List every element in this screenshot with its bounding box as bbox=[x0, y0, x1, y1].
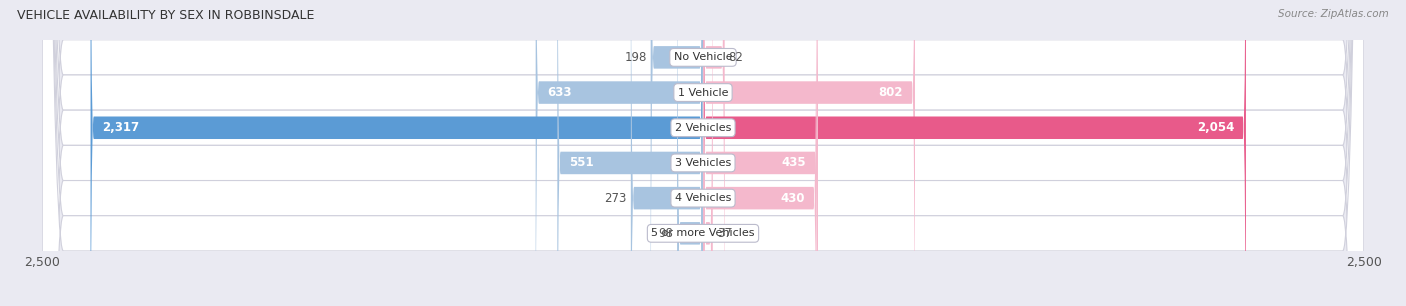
Text: 98: 98 bbox=[658, 227, 673, 240]
Text: 3 Vehicles: 3 Vehicles bbox=[675, 158, 731, 168]
FancyBboxPatch shape bbox=[42, 0, 1364, 306]
FancyBboxPatch shape bbox=[703, 0, 915, 306]
FancyBboxPatch shape bbox=[90, 0, 703, 306]
Text: 802: 802 bbox=[879, 86, 903, 99]
Text: 435: 435 bbox=[782, 156, 806, 170]
FancyBboxPatch shape bbox=[703, 0, 724, 306]
Text: 4 Vehicles: 4 Vehicles bbox=[675, 193, 731, 203]
Text: 198: 198 bbox=[624, 51, 647, 64]
Legend: Male, Female: Male, Female bbox=[627, 302, 779, 306]
FancyBboxPatch shape bbox=[42, 0, 1364, 306]
Text: 37: 37 bbox=[717, 227, 731, 240]
FancyBboxPatch shape bbox=[703, 0, 713, 306]
FancyBboxPatch shape bbox=[536, 0, 703, 306]
Text: 2,317: 2,317 bbox=[103, 121, 139, 134]
Text: 273: 273 bbox=[605, 192, 627, 205]
FancyBboxPatch shape bbox=[42, 0, 1364, 306]
Text: 82: 82 bbox=[728, 51, 744, 64]
FancyBboxPatch shape bbox=[42, 0, 1364, 306]
Text: 430: 430 bbox=[780, 192, 804, 205]
Text: Source: ZipAtlas.com: Source: ZipAtlas.com bbox=[1278, 9, 1389, 19]
Text: 5 or more Vehicles: 5 or more Vehicles bbox=[651, 228, 755, 238]
Text: VEHICLE AVAILABILITY BY SEX IN ROBBINSDALE: VEHICLE AVAILABILITY BY SEX IN ROBBINSDA… bbox=[17, 9, 315, 22]
FancyBboxPatch shape bbox=[42, 0, 1364, 306]
Text: 633: 633 bbox=[547, 86, 572, 99]
FancyBboxPatch shape bbox=[678, 0, 703, 306]
Text: 551: 551 bbox=[569, 156, 593, 170]
Text: 2,054: 2,054 bbox=[1197, 121, 1234, 134]
FancyBboxPatch shape bbox=[42, 0, 1364, 306]
Text: 2 Vehicles: 2 Vehicles bbox=[675, 123, 731, 133]
FancyBboxPatch shape bbox=[703, 0, 1246, 306]
FancyBboxPatch shape bbox=[651, 0, 703, 306]
FancyBboxPatch shape bbox=[703, 0, 817, 306]
FancyBboxPatch shape bbox=[703, 0, 818, 306]
Text: No Vehicle: No Vehicle bbox=[673, 52, 733, 62]
FancyBboxPatch shape bbox=[631, 0, 703, 306]
FancyBboxPatch shape bbox=[557, 0, 703, 306]
Text: 1 Vehicle: 1 Vehicle bbox=[678, 88, 728, 98]
